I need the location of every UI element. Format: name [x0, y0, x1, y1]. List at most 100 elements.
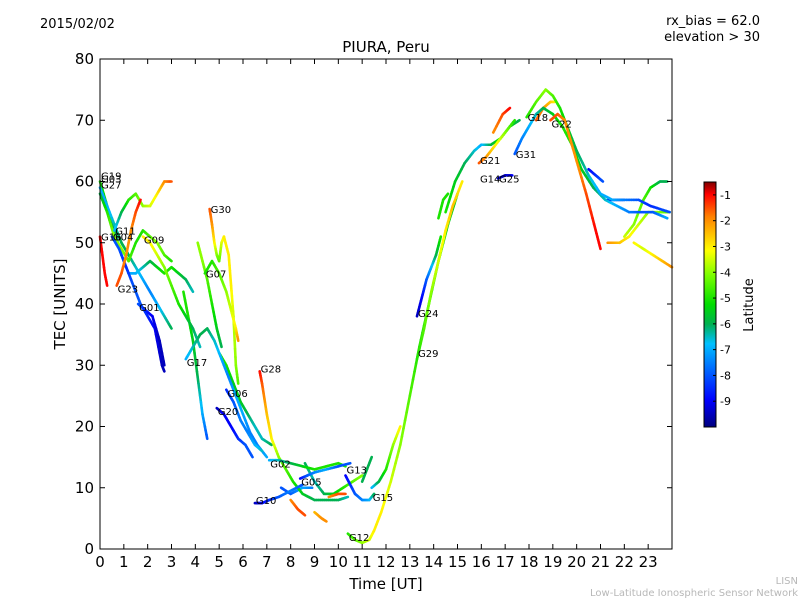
track-segment — [507, 106, 512, 111]
track-segment — [169, 325, 173, 330]
x-tick-label: 7 — [262, 553, 272, 571]
y-axis-label: TEC [UNITS] — [51, 259, 69, 351]
track-G16 — [98, 235, 109, 287]
x-tick-label: 5 — [214, 553, 224, 571]
satellite-label-G14: G14 — [480, 174, 500, 185]
satellite-label-G06: G06 — [227, 389, 247, 400]
satellite-label-G15: G15 — [373, 493, 393, 504]
track-segment — [403, 410, 408, 422]
satellite-label-G10: G10 — [256, 496, 276, 507]
track-segment — [398, 435, 404, 447]
track-segment — [665, 209, 671, 214]
track-G23 — [115, 198, 142, 287]
track-segment — [405, 402, 410, 414]
x-tick-label: 8 — [286, 553, 296, 571]
track-segment — [344, 495, 350, 499]
satellite-label-G29: G29 — [418, 349, 438, 360]
colorbar — [703, 181, 717, 428]
satellite-labels: G30 G28 G02 G05 G10 G13 G15 G12 G29 G24 G14 G21 G25 G… — [101, 113, 572, 544]
colorbar-tick-label: -6 — [720, 318, 731, 331]
rx-bias-info: rx_bias = 62.0 elevation > 30 — [664, 14, 760, 46]
x-tick-label: 17 — [496, 553, 515, 571]
satellite-label-G11: G11 — [115, 227, 135, 238]
x-tick-label: 6 — [238, 553, 248, 571]
track-segment — [400, 427, 405, 439]
track-segment — [406, 394, 412, 406]
elevation-label: elevation > 30 — [664, 30, 760, 45]
satellite-label-G13: G13 — [346, 465, 366, 476]
credit: LISN Low-Latitude Ionospheric Sensor Net… — [590, 576, 798, 600]
satellite-label-G02: G02 — [270, 459, 290, 470]
x-tick-label: 11 — [353, 553, 372, 571]
track-segment — [263, 453, 269, 459]
track-segment — [598, 244, 602, 251]
track-segment — [346, 461, 352, 466]
colorbar-label: Latitude — [742, 278, 757, 332]
satellite-label-G23: G23 — [118, 285, 138, 296]
track-segment — [408, 386, 413, 398]
satellite-label-G24: G24 — [418, 309, 438, 320]
y-tick-label: 80 — [75, 50, 94, 68]
track-G15 — [370, 425, 402, 490]
colorbar-tick-label: -4 — [720, 266, 731, 279]
track-segment — [397, 425, 402, 431]
track-segment — [219, 342, 223, 349]
x-tick-label: 22 — [615, 553, 634, 571]
track-extra-10 — [303, 461, 364, 496]
track-segment — [459, 180, 464, 187]
x-tick-label: 3 — [167, 553, 177, 571]
track-extra-15 — [360, 455, 374, 483]
track-segment — [600, 179, 605, 183]
track-G10 — [253, 483, 304, 505]
satellite-label-G22: G22 — [551, 119, 571, 130]
y-tick-label: 60 — [75, 173, 94, 191]
y-tick-label: 40 — [75, 295, 94, 313]
colorbar-tick-label: -1 — [720, 189, 731, 202]
chart-title: PIURA, Peru — [342, 38, 429, 56]
rx-bias-label: rx_bias = 62.0 — [666, 14, 760, 29]
satellite-label-G05: G05 — [301, 478, 321, 489]
track-segment — [259, 448, 264, 453]
x-tick-label: 15 — [448, 553, 467, 571]
satellite-label-G16: G16 — [101, 233, 121, 244]
x-axis-label: Time [UT] — [348, 575, 422, 593]
track-G22 — [549, 112, 602, 251]
satellite-label-G04: G04 — [113, 233, 133, 244]
track-G27 — [98, 192, 173, 263]
colorbar-tick-label: -8 — [720, 369, 731, 382]
satellite-label-G07: G07 — [206, 269, 226, 280]
colorbar-tick-label: -5 — [720, 292, 731, 305]
y-tick-label: 10 — [75, 479, 94, 497]
x-tick-label: 0 — [95, 553, 105, 571]
satellite-label-G21: G21 — [480, 156, 500, 167]
colorbar-tick-label: -3 — [720, 240, 731, 253]
track-segment — [299, 483, 304, 488]
x-tick-label: 19 — [543, 553, 562, 571]
x-tick-label: 1 — [119, 553, 129, 571]
satellite-label-G12: G12 — [349, 533, 369, 544]
track-segment — [663, 215, 669, 220]
credit-line1: LISN — [775, 576, 798, 587]
satellite-label-G17: G17 — [187, 358, 207, 369]
satellite-label-G19: G19 — [101, 171, 121, 182]
credit-line2: Low-Latitude Ionospheric Sensor Network — [590, 588, 798, 599]
track-segment — [205, 433, 209, 441]
track-segment — [169, 258, 173, 263]
track-G06 — [225, 388, 264, 453]
track-extra-7 — [196, 241, 223, 349]
x-tick-label: 23 — [639, 553, 658, 571]
track-segment — [438, 235, 443, 241]
track-extra-12 — [313, 510, 328, 523]
track-G25 — [496, 174, 514, 180]
y-tick-label: 30 — [75, 356, 94, 374]
y-tick-label: 20 — [75, 418, 94, 436]
colorbar-tick-label: -9 — [720, 395, 731, 408]
x-tick-label: 14 — [424, 553, 443, 571]
x-tick-label: 9 — [310, 553, 320, 571]
y-tick-label: 0 — [84, 540, 94, 558]
x-tick-label: 20 — [567, 553, 586, 571]
track-segment — [413, 361, 418, 373]
track-segment — [197, 342, 202, 349]
track-G21 — [477, 118, 517, 165]
